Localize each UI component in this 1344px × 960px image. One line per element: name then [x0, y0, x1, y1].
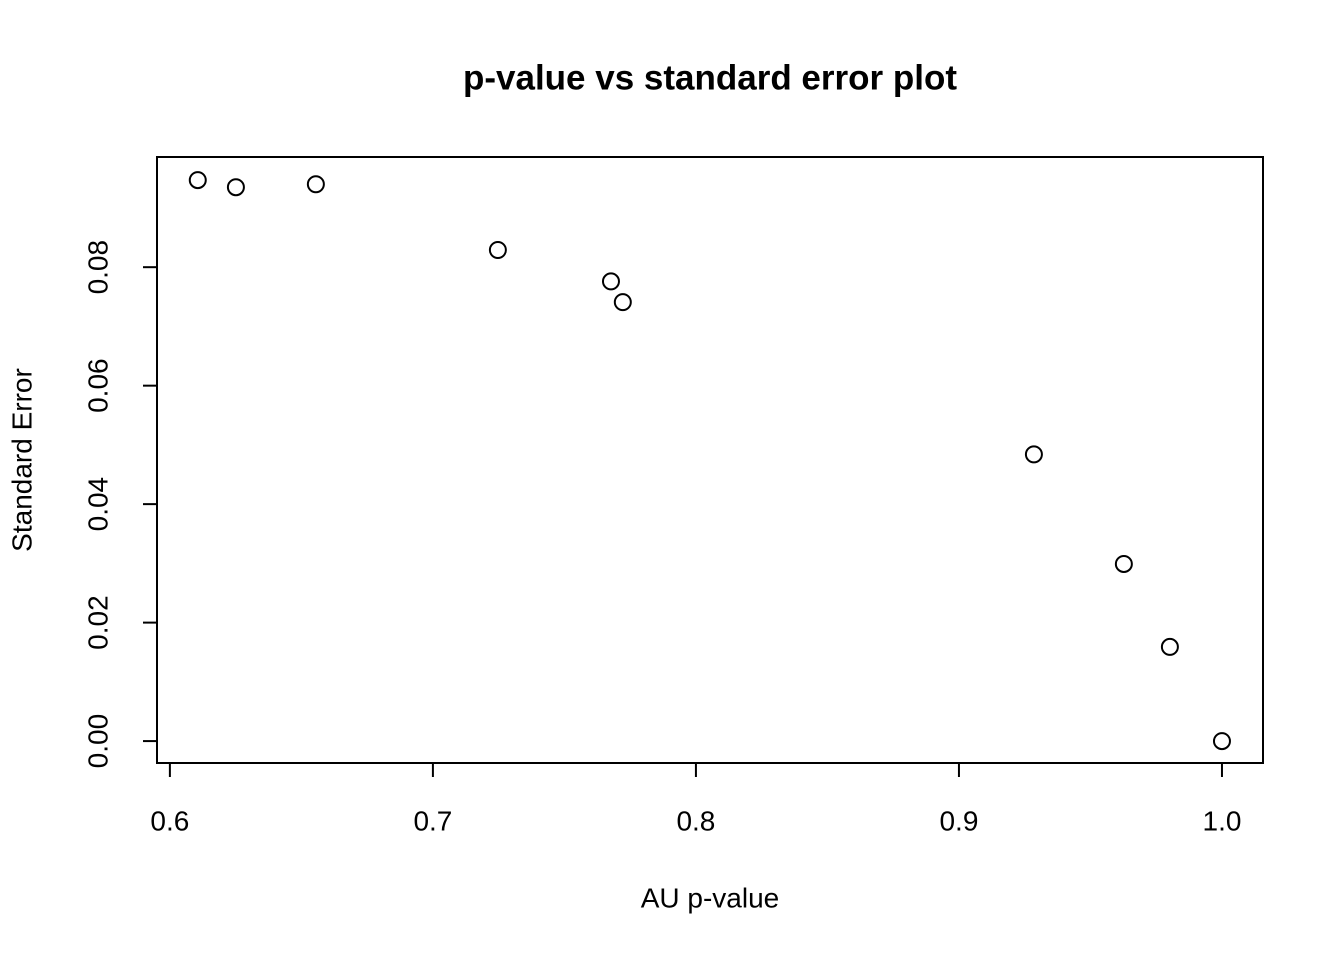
x-tick-label: 0.8	[676, 805, 715, 836]
x-tick-label: 1.0	[1203, 805, 1242, 836]
y-tick-label: 0.06	[82, 358, 113, 413]
y-tick-label: 0.00	[82, 714, 113, 769]
point	[1024, 445, 1043, 464]
point	[1114, 554, 1133, 573]
point	[226, 178, 245, 197]
point	[1160, 637, 1179, 656]
point	[488, 241, 507, 260]
y-axis-label: Standard Error	[6, 368, 37, 552]
x-tick-label: 0.7	[413, 805, 452, 836]
plot-frame	[156, 156, 1264, 764]
y-tick-label: 0.04	[82, 477, 113, 532]
x-axis-label: AU p-value	[641, 882, 780, 913]
x-tick-label: 0.9	[939, 805, 978, 836]
point	[601, 272, 620, 291]
y-tick-label: 0.08	[82, 240, 113, 295]
point	[1212, 732, 1231, 751]
y-tick-label: 0.02	[82, 595, 113, 650]
point	[306, 175, 325, 194]
x-tick-label: 0.6	[150, 805, 189, 836]
point	[613, 293, 632, 312]
chart-title: p-value vs standard error plot	[463, 58, 957, 97]
point	[188, 171, 207, 190]
